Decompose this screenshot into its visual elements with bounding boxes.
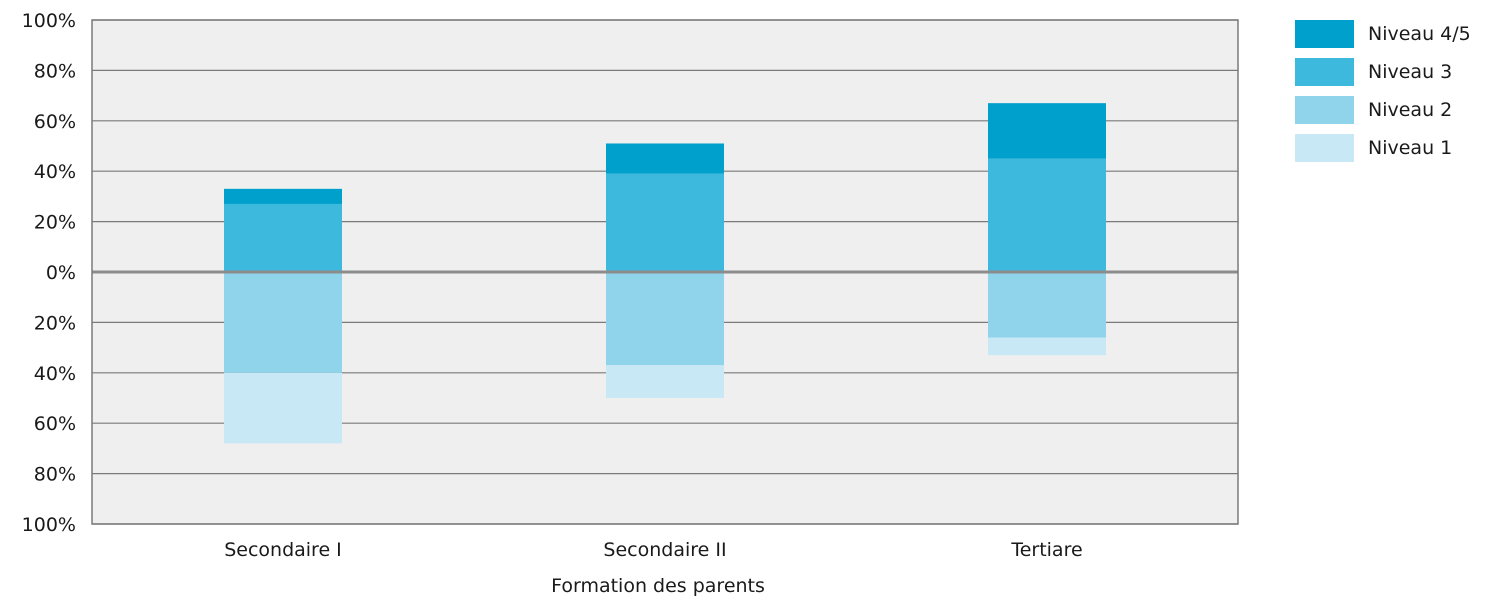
- bar-segment: [606, 173, 724, 272]
- y-axis-ticks: 100% 80% 60% 40% 20% 0% 20% 40% 60% 80% 100%: [22, 10, 76, 536]
- y-tick-label: 60%: [34, 413, 76, 435]
- y-tick-label: 80%: [34, 60, 76, 82]
- bar-segment: [224, 188, 342, 204]
- y-tick-label: 100%: [22, 514, 76, 536]
- bar-segment: [606, 365, 724, 398]
- legend-label: Niveau 3: [1368, 61, 1452, 83]
- plot-frame: [91, 19, 1239, 525]
- legend-swatch: [1295, 58, 1354, 86]
- bar-segment: [606, 272, 724, 366]
- bar-segment: [988, 158, 1106, 272]
- bar-segment: [224, 203, 342, 272]
- bar-segment: [224, 272, 342, 373]
- legend-label: Niveau 2: [1368, 99, 1452, 121]
- x-axis-categories: Secondaire I Secondaire II Tertiare: [224, 539, 1082, 561]
- x-axis-title: Formation des parents: [551, 575, 765, 597]
- bar-segment: [988, 272, 1106, 338]
- legend-swatch: [1295, 20, 1354, 48]
- y-tick-label: 20%: [34, 212, 76, 234]
- bar-segment: [224, 372, 342, 444]
- y-tick-label: 60%: [34, 111, 76, 133]
- y-tick-label: 40%: [34, 363, 76, 385]
- bar-segment: [988, 103, 1106, 159]
- bars: [224, 103, 1106, 444]
- y-tick-label: 80%: [34, 464, 76, 486]
- bar-segment: [988, 337, 1106, 356]
- y-tick-label: 100%: [22, 10, 76, 32]
- legend-swatch: [1295, 96, 1354, 124]
- x-tick-label: Tertiare: [1010, 539, 1082, 561]
- legend-label: Niveau 1: [1368, 137, 1452, 159]
- y-tick-label: 40%: [34, 161, 76, 183]
- bar-segment: [606, 143, 724, 174]
- legend-label: Niveau 4/5: [1368, 23, 1471, 45]
- legend: Niveau 4/5 Niveau 3 Niveau 2 Niveau 1: [1295, 20, 1471, 162]
- y-tick-label: 0%: [46, 262, 76, 284]
- x-tick-label: Secondaire II: [603, 539, 726, 561]
- x-tick-label: Secondaire I: [224, 539, 342, 561]
- legend-swatch: [1295, 134, 1354, 162]
- y-tick-label: 20%: [34, 312, 76, 334]
